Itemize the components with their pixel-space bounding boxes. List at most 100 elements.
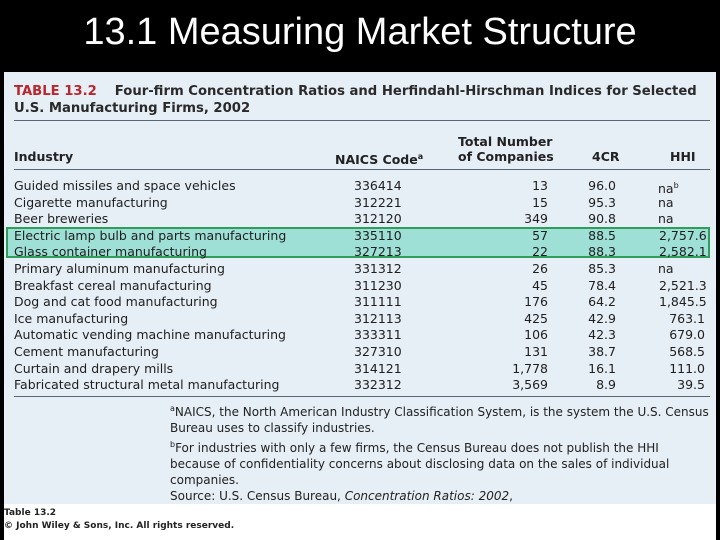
cell-hhi-sup: b [673,181,679,190]
cell-industry: Beer breweries [14,211,109,227]
cell-industry: Dog and cat food manufacturing [14,294,218,310]
table-row: Fabricated structural metal manufacturin… [4,377,716,394]
cell-4cr: 88.5 [588,227,616,243]
cell-industry: Breakfast cereal manufacturing [14,277,212,293]
cell-hhi-value: na [658,194,674,210]
cell-hhi-value: na [658,260,674,276]
table-row: Cigarette manufacturing 312221 15 95.3 na [4,195,716,212]
cell-hhi-value: 2,582.1 [659,244,707,260]
table-row: Guided missiles and space vehicles 336414… [4,178,716,198]
header-rule [14,169,710,170]
cell-naics: 327310 [354,343,402,359]
cell-industry: Guided missiles and space vehicles [14,178,236,193]
cell-naics: 312120 [354,211,402,227]
cell-hhi-value: 1,845.5 [659,294,707,310]
header-total-line1: Total Number [458,134,553,149]
cell-companies: 131 [524,343,548,359]
cell-4cr: 64.2 [588,294,616,310]
table-row: Beer breweries 312120 349 90.8 na [4,211,716,228]
source-prefix: Source: U.S. Census Bureau, [170,489,345,504]
table-row: Automatic vending machine manufacturing 3… [4,327,716,344]
cell-4cr: 16.1 [588,360,616,376]
cell-hhi-value: na [658,211,674,227]
cell-hhi-value: 2,521.3 [659,277,707,293]
cell-companies: 45 [532,277,548,293]
cell-industry: Ice manufacturing [14,310,129,326]
cell-naics: 333311 [354,327,402,343]
table-caption-text: Four-firm Concentration Ratios and Herfi… [14,84,697,116]
footer-copyright: © John Wiley & Sons, Inc. All rights res… [4,521,235,531]
highlight-box [6,227,710,258]
cell-naics: 327213 [354,244,402,260]
cell-naics: 312113 [354,310,402,326]
cell-4cr: 85.3 [588,260,616,276]
cell-companies: 176 [524,294,548,310]
cell-hhi: na [658,261,704,278]
cell-industry: Automatic vending machine manufacturing [14,327,286,343]
bottom-rule [14,396,710,397]
cell-naics: 331312 [354,260,402,276]
cell-hhi: 1,845.5 [659,294,707,311]
cell-4cr: 42.9 [588,310,616,326]
note-b-text: For industries with only a few firms, th… [170,440,670,488]
cell-hhi: 679.0 [659,327,705,344]
cell-4cr: 90.8 [588,211,616,227]
table-caption: TABLE 13.2 Four-firm Concentration Ratios… [14,83,704,117]
cell-4cr: 88.3 [588,244,616,260]
note-a: aNAICS, the North American Industry Clas… [170,401,710,437]
cell-hhi: 39.5 [659,377,705,394]
table-row: Ice manufacturing 312113 425 42.9 763.1 [4,311,716,328]
cell-4cr: 78.4 [588,277,616,293]
table-row: Dog and cat food manufacturing 311111 176 6… [4,294,716,311]
cell-hhi-value: na [658,181,674,197]
cell-companies: 349 [524,211,548,227]
footer: Table 13.2 © John Wiley & Sons, Inc. All… [4,504,716,540]
cell-hhi: 2,521.3 [659,277,707,295]
header-total-line2: of Companies [458,149,554,164]
header-industry: Industry [14,149,74,164]
cell-hhi: 763.1 [659,311,705,328]
cell-hhi: nab [658,178,704,198]
table-row: Breakfast cereal manufacturing 311230 45 78… [4,278,716,295]
cell-industry: Curtain and drapery mills [14,360,174,376]
cell-naics: 332312 [354,377,402,393]
note-a-sup: a [170,404,175,413]
cell-companies: 15 [532,194,548,210]
cell-hhi-value: 2,757.6 [659,227,707,243]
table-row: Curtain and drapery mills 314121 1,778 16.1… [4,361,716,378]
cell-industry: Fabricated structural metal manufacturin… [14,377,280,393]
cell-industry: Glass container manufacturing [14,244,207,260]
header-4cr: 4CR [592,149,620,164]
cell-hhi-value: 39.5 [677,377,705,393]
cell-companies: 13 [532,178,548,193]
cell-industry: Cigarette manufacturing [14,194,168,210]
cell-companies: 425 [524,310,548,326]
table-row: Cement manufacturing 327310 131 38.7 568.5 [4,344,716,361]
table-panel: TABLE 13.2 Four-firm Concentration Ratios… [4,72,716,520]
cell-naics: 311230 [354,277,402,293]
cell-hhi: 111.0 [659,361,705,378]
cell-hhi-value: 111.0 [669,360,705,376]
cell-companies: 22 [532,244,548,260]
cell-naics: 312221 [354,194,402,210]
top-rule [14,120,710,121]
cell-hhi-value: 679.0 [669,327,705,343]
header-naics-sup: a [417,152,424,161]
table-row: Glass container manufacturing 327213 22 88.… [4,244,716,261]
cell-4cr: 38.7 [588,343,616,359]
header-naics-label: NAICS Code [335,152,418,168]
note-a-text: NAICS, the North American Industry Class… [170,405,709,436]
cell-hhi: na [658,211,704,228]
cell-companies: 3,569 [512,377,548,393]
note-b-sup: b [170,439,176,449]
cell-industry: Cement manufacturing [14,343,159,359]
note-b: bFor industries with only a few firms, t… [170,437,710,489]
cell-companies: 26 [532,260,548,276]
cell-hhi: 2,757.6 [659,227,707,245]
header-hhi: HHI [670,149,696,164]
cell-4cr: 96.0 [588,178,616,193]
cell-hhi: 2,582.1 [659,244,707,261]
slide-title: 13.1 Measuring Market Structure [83,11,637,53]
footer-table-ref: Table 13.2 [4,508,57,518]
table-body: Guided missiles and space vehicles 336414… [4,178,716,394]
